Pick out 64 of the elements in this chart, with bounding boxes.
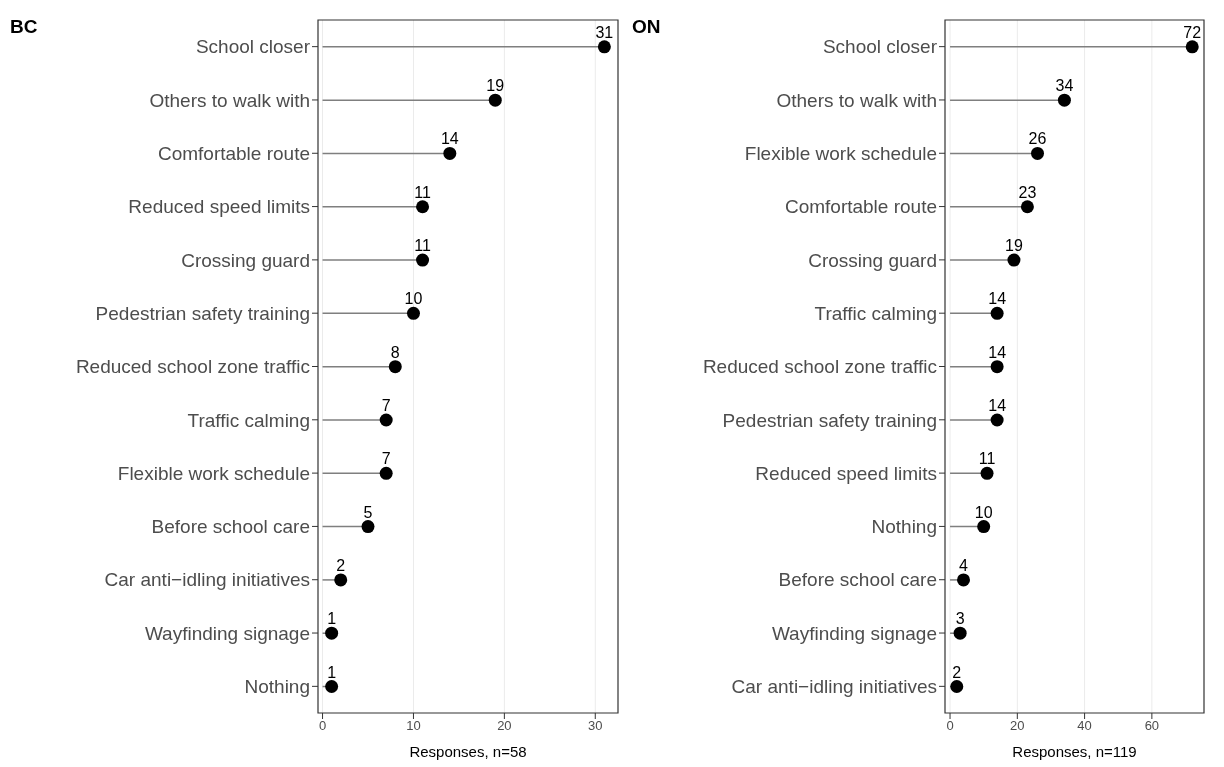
data-label: 4 bbox=[959, 556, 969, 574]
y-tick-label: Reduced speed limits bbox=[128, 196, 310, 218]
y-tick-label: Before school care bbox=[778, 569, 937, 591]
data-label: 7 bbox=[381, 450, 391, 468]
y-tick-label: Pedestrian safety training bbox=[95, 302, 310, 324]
data-label: 5 bbox=[363, 503, 373, 521]
y-tick-label: Pedestrian safety training bbox=[722, 409, 937, 431]
y-tick-label: Flexible work schedule bbox=[117, 462, 310, 484]
x-tick-label: 40 bbox=[1077, 718, 1092, 734]
y-tick-label: School closer bbox=[822, 36, 938, 58]
x-tick-label: 0 bbox=[946, 718, 954, 734]
data-label: 1 bbox=[327, 663, 337, 681]
y-tick-label: Comfortable route bbox=[157, 143, 310, 165]
data-label: 8 bbox=[390, 343, 400, 361]
data-label: 7 bbox=[381, 396, 391, 414]
data-label: 19 bbox=[486, 77, 505, 95]
data-label: 1 bbox=[327, 610, 337, 628]
y-tick-label: Car anti−idling initiatives bbox=[731, 676, 937, 698]
y-tick-label: Nothing bbox=[244, 676, 310, 698]
y-tick-label: Others to walk with bbox=[149, 89, 310, 111]
y-tick-label: Others to walk with bbox=[776, 89, 937, 111]
data-label: 11 bbox=[414, 237, 431, 255]
data-label: 72 bbox=[1183, 23, 1202, 41]
x-tick-label: 20 bbox=[497, 718, 512, 734]
text: ON bbox=[632, 16, 661, 38]
data-label: 31 bbox=[595, 23, 614, 41]
y-tick-label: Wayfinding signage bbox=[771, 622, 937, 644]
x-axis-title: Responses, n=119 bbox=[1012, 743, 1137, 760]
x-axis-title: Responses, n=58 bbox=[409, 743, 527, 760]
data-label: 2 bbox=[952, 663, 962, 681]
x-tick-label: 10 bbox=[406, 718, 421, 734]
data-label: 14 bbox=[988, 343, 1007, 361]
x-tick-label: 30 bbox=[588, 718, 603, 734]
y-tick-label: Reduced school zone traffic bbox=[702, 356, 937, 378]
data-label: 23 bbox=[1018, 183, 1037, 201]
data-label: 14 bbox=[988, 396, 1007, 414]
data-label: 26 bbox=[1028, 130, 1047, 148]
data-label: 10 bbox=[974, 503, 993, 521]
data-label: 14 bbox=[988, 290, 1007, 308]
text: BC bbox=[10, 16, 38, 38]
data-label: 2 bbox=[336, 556, 346, 574]
y-tick-label: Reduced school zone traffic bbox=[75, 356, 310, 378]
x-tick-label: 20 bbox=[1010, 718, 1025, 734]
y-tick-label: Traffic calming bbox=[814, 302, 937, 324]
data-label: 14 bbox=[440, 130, 459, 148]
y-tick-label: Nothing bbox=[871, 516, 937, 538]
x-tick-label: 60 bbox=[1144, 718, 1160, 734]
y-tick-label: Wayfinding signage bbox=[144, 622, 310, 644]
y-tick-label: Reduced speed limits bbox=[755, 462, 937, 484]
data-label: 11 bbox=[978, 450, 996, 468]
y-tick-label: Car anti−idling initiatives bbox=[104, 569, 310, 591]
y-tick-label: Traffic calming bbox=[187, 409, 310, 431]
y-tick-label: Comfortable route bbox=[784, 196, 937, 218]
y-tick-label: Crossing guard bbox=[181, 249, 310, 271]
data-label: 34 bbox=[1055, 77, 1074, 95]
y-tick-label: Flexible work schedule bbox=[744, 143, 937, 165]
y-tick-label: Crossing guard bbox=[808, 249, 937, 271]
data-label: 11 bbox=[414, 183, 431, 201]
data-label: 10 bbox=[404, 290, 423, 308]
y-tick-label: Before school care bbox=[151, 516, 310, 538]
y-tick-label: School closer bbox=[195, 36, 311, 58]
x-tick-label: 0 bbox=[318, 718, 327, 734]
data-label: 19 bbox=[1005, 237, 1023, 255]
data-label: 3 bbox=[955, 610, 965, 628]
